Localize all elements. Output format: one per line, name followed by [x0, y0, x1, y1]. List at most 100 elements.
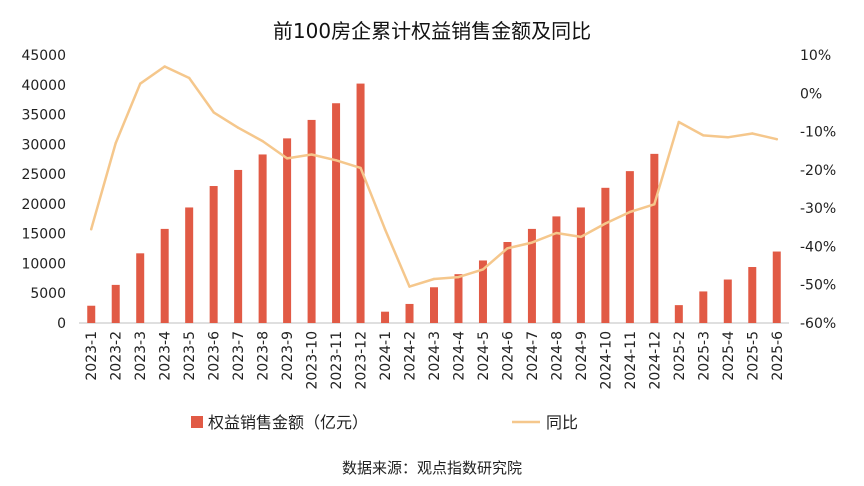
y-right-tick-label: -60%: [800, 316, 836, 332]
y-right-tick-label: 10%: [800, 48, 831, 64]
yoy-point-2024-7: [530, 241, 534, 244]
yoy-point-2023-8: [261, 139, 264, 143]
bar-2024-3: [430, 287, 438, 323]
source-note: 数据来源：观点指数研究院: [342, 459, 522, 477]
x-tick-label: 2024-12: [647, 331, 663, 390]
bar-2024-8: [552, 216, 561, 323]
yoy-point-2023-1: [90, 228, 93, 231]
bar-2023-6: [209, 186, 218, 323]
bar-series: [87, 83, 781, 324]
y-left-tick-label: 0: [57, 316, 66, 332]
y-right-tick-label: 0%: [800, 86, 822, 102]
x-tick-label: 2024-10: [598, 331, 614, 390]
x-tick-label: 2023-7: [231, 331, 247, 381]
bar-2025-2: [674, 305, 683, 323]
y-right-tick-label: -50%: [800, 278, 836, 294]
yoy-point-2023-2: [114, 141, 117, 145]
yoy-point-2023-11: [334, 159, 338, 162]
yoy-point-2023-10: [310, 153, 313, 156]
yoy-point-2024-12: [653, 203, 656, 206]
bar-2023-2: [111, 284, 120, 323]
y-left-tick-label: 45000: [21, 48, 66, 64]
y-left-tick-label: 15000: [21, 227, 66, 243]
x-tick-label: 2023-1: [84, 331, 100, 381]
legend-bar-label: 权益销售金额（亿元）: [208, 413, 368, 432]
bar-2024-1: [381, 311, 390, 323]
x-tick-label: 2023-2: [109, 331, 125, 381]
y-left-tick-label: 5000: [30, 286, 66, 302]
yoy-point-2023-6: [212, 111, 215, 114]
bar-2024-10: [601, 187, 610, 323]
bar-2025-6: [772, 251, 781, 323]
x-tick-label: 2023-3: [133, 331, 149, 381]
yoy-point-2024-2: [408, 285, 411, 288]
yoy-line: [89, 65, 779, 288]
yoy-point-2023-9: [285, 157, 289, 160]
x-tick-label: 2025-5: [745, 331, 761, 381]
x-tick-label: 2023-10: [305, 331, 321, 390]
yoy-point-2024-9: [579, 235, 583, 239]
bar-2023-9: [283, 138, 292, 323]
bar-2023-11: [332, 103, 341, 324]
x-axis-labels: 2023-1 2023-2 2023-3 2023-4 2023-5 2023-6 2023…: [84, 331, 786, 390]
legend: 权益销售金额（亿元） 同比: [191, 413, 578, 432]
x-tick-label: 2023-9: [280, 331, 296, 381]
yoy-point-2025-5: [751, 132, 754, 135]
axes: 0 5000 10000 15000 20000 25000 30000 35000 40000…: [21, 48, 836, 332]
x-tick-label: 2025-6: [770, 331, 786, 381]
yoy-point-2024-6: [506, 247, 509, 250]
bar-2025-4: [723, 279, 732, 323]
bar-2023-8: [258, 154, 267, 323]
yoy-point-2025-2: [677, 120, 681, 124]
chart-title: 前100房企累计权益销售金额及同比: [273, 19, 591, 43]
yoy-point-2023-4: [163, 65, 166, 68]
yoy-point-2023-3: [139, 82, 142, 85]
bar-2023-12: [356, 83, 365, 323]
yoy-point-2023-5: [187, 76, 191, 80]
x-tick-label: 2024-8: [549, 331, 565, 381]
yoy-point-2023-7: [236, 126, 240, 129]
legend-bar-swatch: [191, 416, 203, 428]
bar-2023-5: [185, 207, 194, 323]
x-tick-label: 2024-7: [525, 331, 541, 381]
yoy-point-2024-8: [555, 231, 558, 235]
bar-2025-5: [748, 267, 757, 323]
bar-2024-11: [625, 171, 634, 323]
y-left-tick-label: 35000: [21, 108, 66, 124]
bar-2023-3: [136, 253, 145, 323]
x-tick-label: 2025-4: [721, 331, 737, 381]
x-tick-label: 2025-2: [672, 331, 688, 381]
x-tick-label: 2024-3: [427, 331, 443, 381]
y-left-tick-label: 30000: [21, 137, 66, 153]
bar-2024-5: [478, 260, 487, 323]
bar-2024-6: [503, 242, 512, 323]
bar-2023-10: [307, 119, 316, 323]
bar-2023-4: [160, 228, 169, 323]
y-left-tick-label: 40000: [21, 78, 66, 94]
yoy-point-2024-1: [383, 228, 387, 231]
x-tick-label: 2024-11: [623, 331, 639, 390]
legend-line-label: 同比: [546, 413, 578, 432]
x-tick-label: 2024-2: [403, 331, 419, 381]
y-right-tick-label: -20%: [800, 163, 836, 179]
yoy-point-2024-3: [432, 277, 436, 281]
x-tick-label: 2024-1: [378, 331, 394, 381]
y-left-tick-label: 10000: [21, 256, 66, 272]
bar-2024-7: [527, 228, 536, 323]
x-tick-label: 2024-5: [476, 331, 492, 381]
bar-2024-4: [454, 274, 463, 323]
bar-2023-7: [234, 169, 243, 323]
x-tick-label: 2023-4: [158, 331, 174, 381]
x-tick-label: 2024-6: [500, 331, 516, 381]
x-tick-label: 2025-3: [696, 331, 712, 381]
yoy-point-2025-4: [726, 136, 729, 139]
bar-2024-2: [405, 303, 414, 323]
y-right-tick-label: -10%: [800, 125, 836, 141]
yoy-point-2024-11: [628, 210, 632, 214]
x-tick-label: 2024-9: [574, 331, 590, 381]
yoy-point-2024-5: [481, 268, 485, 271]
y-right-tick-label: -40%: [800, 239, 836, 255]
yoy-point-2023-12: [359, 166, 362, 170]
yoy-point-2024-4: [457, 275, 460, 279]
